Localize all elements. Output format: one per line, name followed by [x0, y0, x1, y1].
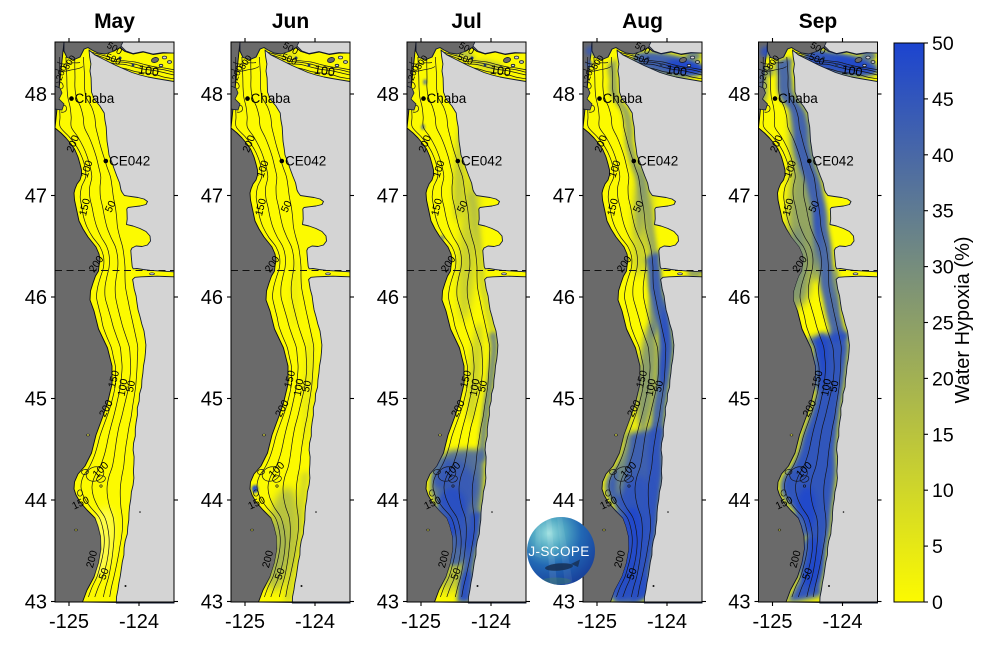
svg-text:30: 30	[932, 257, 954, 279]
svg-text:Aug: Aug	[622, 10, 663, 33]
svg-text:May: May	[94, 10, 135, 33]
svg-text:Jul: Jul	[451, 10, 481, 33]
svg-text:20: 20	[932, 368, 954, 390]
svg-text:40: 40	[932, 145, 954, 167]
svg-text:Jun: Jun	[272, 10, 309, 33]
svg-text:Water Hypoxia (%): Water Hypoxia (%)	[952, 236, 974, 403]
svg-text:50: 50	[932, 33, 954, 55]
svg-text:35: 35	[932, 201, 954, 223]
svg-text:Sep: Sep	[799, 10, 838, 33]
svg-text:0: 0	[932, 592, 943, 614]
svg-text:5: 5	[932, 536, 943, 558]
svg-text:10: 10	[932, 480, 954, 502]
svg-text:15: 15	[932, 424, 954, 446]
svg-text:45: 45	[932, 89, 954, 111]
svg-text:J-SCOPE: J-SCOPE	[528, 544, 589, 559]
svg-text:25: 25	[932, 313, 954, 335]
